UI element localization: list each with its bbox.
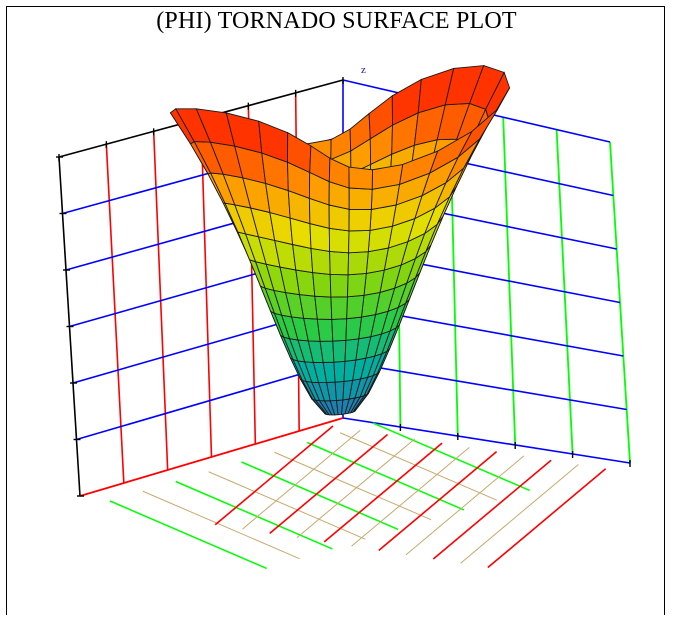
floor-line-b — [323, 442, 443, 543]
floor-line-a — [208, 471, 366, 540]
surface-patch — [348, 166, 373, 190]
floor-line-a — [306, 441, 465, 511]
surface-patch — [292, 243, 314, 274]
floor-line-a — [241, 461, 399, 531]
surface-patch — [345, 316, 363, 341]
floor-line-a — [175, 480, 333, 550]
floor-line-a — [142, 490, 300, 560]
surface-patch — [329, 250, 350, 276]
floor-line-b — [460, 464, 579, 564]
surface-patch — [348, 229, 371, 254]
floor-grid — [109, 422, 607, 570]
right-wall-base-line — [342, 417, 631, 464]
surface-patch — [333, 360, 346, 383]
z-axis-label: z — [361, 64, 366, 76]
surface-patch — [348, 187, 373, 210]
floor-line-a — [274, 451, 432, 521]
floor-line-a — [372, 422, 530, 492]
surface-patch — [310, 247, 331, 275]
floor-line-b — [487, 468, 607, 569]
floor-line-b — [269, 433, 389, 534]
surface-patch — [330, 296, 348, 320]
surface-patch — [328, 227, 350, 254]
surface-patch — [347, 272, 367, 298]
left-base-edge — [79, 417, 344, 497]
chart-title: (PHI) TORNADO SURFACE PLOT — [156, 8, 517, 34]
surface-patch — [316, 318, 334, 342]
surface-patch — [346, 294, 365, 320]
surface-patch — [348, 208, 372, 232]
surface-patch — [312, 272, 332, 298]
floor-line-a — [109, 500, 267, 570]
floor-line-b — [405, 455, 525, 556]
floor-line-b — [214, 425, 334, 526]
floor-line-b — [378, 451, 498, 552]
floor-line-b — [242, 429, 361, 530]
floor-line-b — [296, 438, 416, 539]
surface-patch — [329, 273, 349, 298]
surface-patch — [314, 295, 333, 320]
floor-line-a — [339, 432, 497, 501]
tornado-surface — [169, 65, 511, 416]
right-wall-horizontal-line — [342, 360, 627, 411]
surface-patch — [332, 339, 347, 363]
floor-line-b — [432, 459, 552, 560]
surface-patch — [331, 318, 348, 342]
surface-patch — [347, 251, 369, 276]
floor-line-b — [351, 446, 470, 547]
